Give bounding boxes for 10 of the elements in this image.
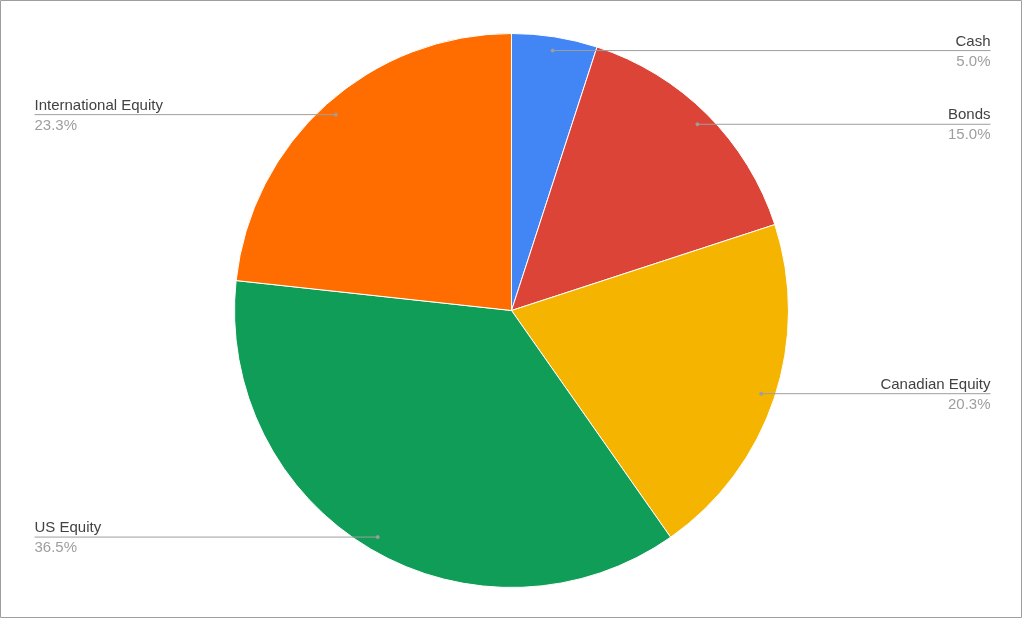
data-label: 15.0% (947, 125, 991, 143)
slice-label: Cash (955, 31, 991, 49)
data-label: 20.3% (947, 394, 991, 412)
data-label: 23.3% (34, 115, 78, 133)
data-label: 36.5% (34, 538, 78, 556)
slice-label: Canadian Equity (880, 374, 991, 392)
slice-label: Bonds (947, 105, 991, 123)
slice-label: International Equity (34, 95, 164, 113)
slice-label: US Equity (34, 518, 102, 536)
data-label: 5.0% (956, 51, 991, 69)
